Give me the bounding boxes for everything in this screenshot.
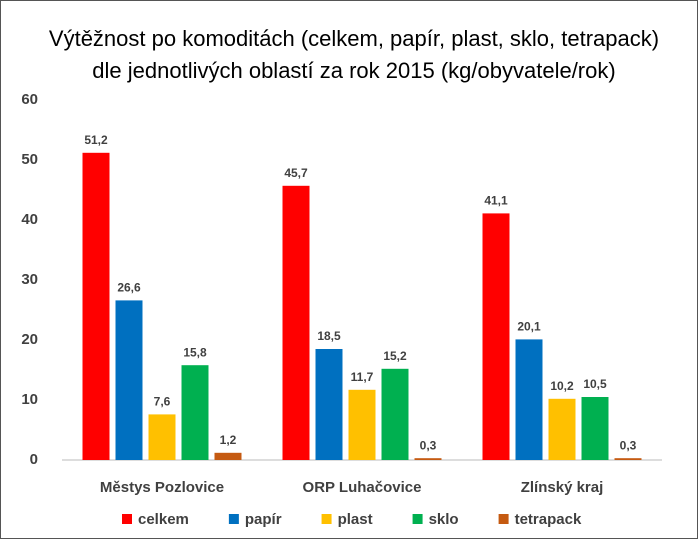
bar [214,452,242,460]
chart-title: dle jednotlivých oblastí za rok 2015 (kg… [92,58,615,83]
data-label: 1,2 [220,433,237,447]
x-tick-label: ORP Luhačovice [303,479,422,496]
bar [115,300,143,460]
y-tick-label: 50 [21,151,38,168]
legend-swatch [321,514,332,524]
data-label: 7,6 [154,395,171,409]
bar [148,414,176,460]
chart-title: Výtěžnost po komoditách (celkem, papír, … [49,26,659,51]
legend-swatch [498,514,509,524]
x-tick-label: Městys Pozlovice [100,479,224,496]
legend-swatch [412,514,423,524]
bar [414,458,442,460]
y-tick-label: 10 [21,391,38,408]
y-tick-label: 20 [21,331,38,348]
bar [482,213,510,460]
data-label: 15,8 [183,345,207,359]
legend-label: papír [245,511,282,528]
data-label: 10,2 [550,379,574,393]
legend-label: celkem [138,511,189,528]
data-label: 41,1 [484,194,508,208]
data-label: 0,3 [620,438,637,452]
data-label: 20,1 [517,320,541,334]
data-label: 15,2 [383,349,407,363]
bar [515,339,543,460]
data-label: 18,5 [317,329,341,343]
y-tick-label: 0 [30,451,38,468]
data-label: 0,3 [420,438,437,452]
bar [348,389,376,460]
x-tick-label: Zlínský kraj [521,479,604,496]
data-label: 51,2 [84,133,108,147]
legend-swatch [228,514,239,524]
y-tick-label: 40 [21,211,38,228]
data-label: 45,7 [284,166,308,180]
data-label: 10,5 [583,377,607,391]
y-tick-label: 30 [21,271,38,288]
legend-swatch [122,514,132,524]
bar [181,365,209,460]
data-label: 11,7 [351,370,374,384]
legend-label: tetrapack [515,511,582,528]
bar [315,349,343,460]
data-label: 26,6 [117,281,141,295]
bar [282,185,310,461]
bar [381,368,409,460]
bar [82,152,110,461]
bar [548,398,576,460]
bar [614,458,642,460]
legend-label: sklo [429,511,459,528]
bar [581,397,609,460]
y-tick-label: 60 [21,91,38,108]
legend-label: plast [338,511,373,528]
